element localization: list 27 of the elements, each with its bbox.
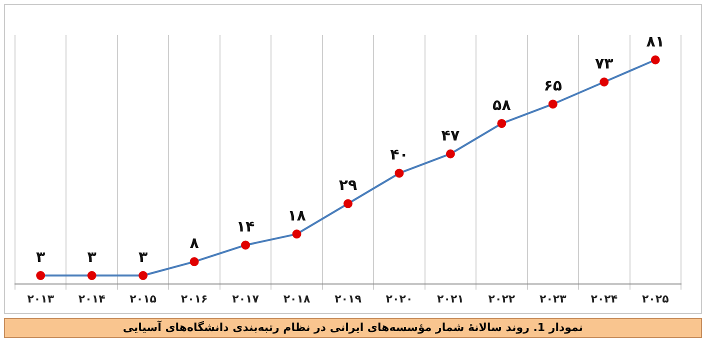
data-label: ۲۹ [338,176,358,194]
x-tick-label: ۲۰۱۴ [78,292,106,306]
x-tick-label: ۲۰۲۰ [386,292,413,306]
x-tick-label: ۲۰۱۳ [27,292,54,306]
data-label: ۳ [138,248,148,266]
x-tick-label: ۲۰۲۲ [488,292,516,306]
text: نمودار 1. روند سالانۀ شمار مؤسسه‌های ایرانی در نظام رتبه‌بندی دانشگاه‌های آسیایی [4,318,702,338]
data-label: ۳ [87,248,96,266]
data-label: ۶۵ [544,76,562,94]
data-label: ۳ [36,248,46,266]
x-tick-label: ۲۰۱۶ [180,292,208,306]
data-label: ۸۱ [646,32,665,50]
data-label: ۸ [190,234,199,252]
x-tick-label: ۲۰۱۸ [283,292,310,306]
data-label: ۱۸ [288,206,306,224]
data-label: ۱۴ [236,217,255,236]
x-tick-label: ۲۰۱۹ [334,292,362,306]
x-tick-label: ۲۰۲۳ [539,292,567,306]
x-tick-label: ۲۰۲۱ [437,292,464,306]
data-label: ۵۸ [492,96,511,114]
x-tick-label: ۲۰۱۵ [130,292,157,306]
data-label: ۴۰ [390,146,408,164]
data-label: ۷۳ [595,54,614,72]
data-label: ۴۷ [441,126,460,144]
x-tick-label: ۲۰۲۴ [590,292,618,306]
x-tick-label: ۲۰۲۵ [642,292,670,306]
x-tick-label: ۲۰۱۷ [232,292,260,306]
